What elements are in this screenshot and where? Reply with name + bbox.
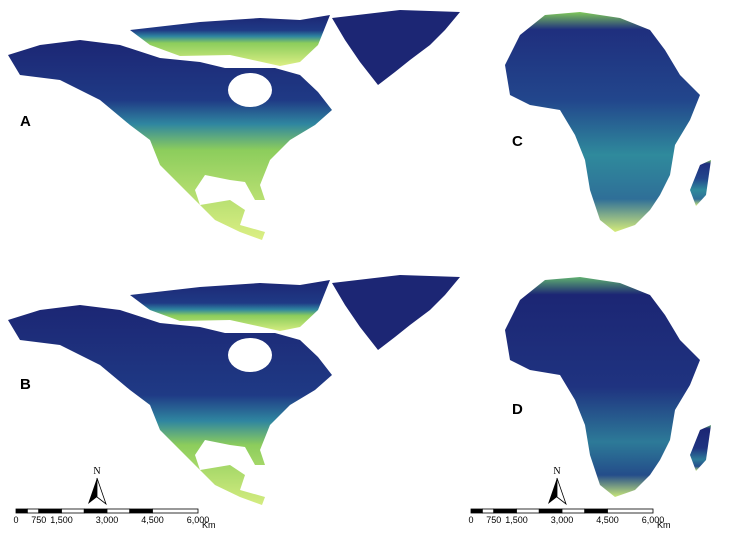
scale-label: 0 — [13, 515, 18, 525]
north-label: N — [93, 466, 100, 477]
panel-label: D — [512, 401, 523, 418]
scale-label: 0 — [468, 515, 473, 525]
scale-segment — [106, 508, 131, 514]
map-panel-c — [505, 12, 711, 232]
north-arrow — [88, 478, 97, 504]
scale-segment — [15, 508, 28, 514]
scale-label: 3,000 — [96, 515, 119, 525]
scale-segment — [607, 508, 654, 514]
scale-label: 4,500 — [596, 515, 619, 525]
scale-segment — [83, 508, 108, 514]
scale-label: 750 — [31, 515, 46, 525]
scale-segment — [152, 508, 199, 514]
scale-unit: Km — [657, 520, 671, 530]
scale-segment — [481, 508, 495, 514]
scale-label: 1,500 — [505, 515, 528, 525]
map-panel-b — [8, 275, 460, 505]
scale-segment — [493, 508, 517, 514]
scale-label: 3,000 — [551, 515, 574, 525]
map-panel-d — [505, 277, 711, 497]
scale-segment — [129, 508, 153, 514]
panel-label: C — [512, 133, 523, 150]
map-panel-a — [8, 10, 460, 240]
scale-label: 6,000 — [642, 515, 665, 525]
scale-segment — [38, 508, 62, 514]
scale-label: 750 — [486, 515, 501, 525]
scale-segment — [61, 508, 85, 514]
scale-segment — [584, 508, 608, 514]
scale-label: 1,500 — [50, 515, 73, 525]
north-arrow — [548, 478, 557, 504]
north-arrow — [96, 477, 107, 506]
panel-label: B — [20, 376, 31, 393]
scale-label: 6,000 — [187, 515, 210, 525]
scale-segment — [561, 508, 586, 514]
scale-segment — [470, 508, 483, 514]
scale-segment — [26, 508, 40, 514]
north-label: N — [553, 466, 560, 477]
north-arrow — [556, 477, 567, 506]
panel-label: A — [20, 113, 31, 130]
scale-segment — [516, 508, 540, 514]
scale-unit: Km — [202, 520, 216, 530]
scale-segment — [538, 508, 563, 514]
scale-label: 4,500 — [141, 515, 164, 525]
